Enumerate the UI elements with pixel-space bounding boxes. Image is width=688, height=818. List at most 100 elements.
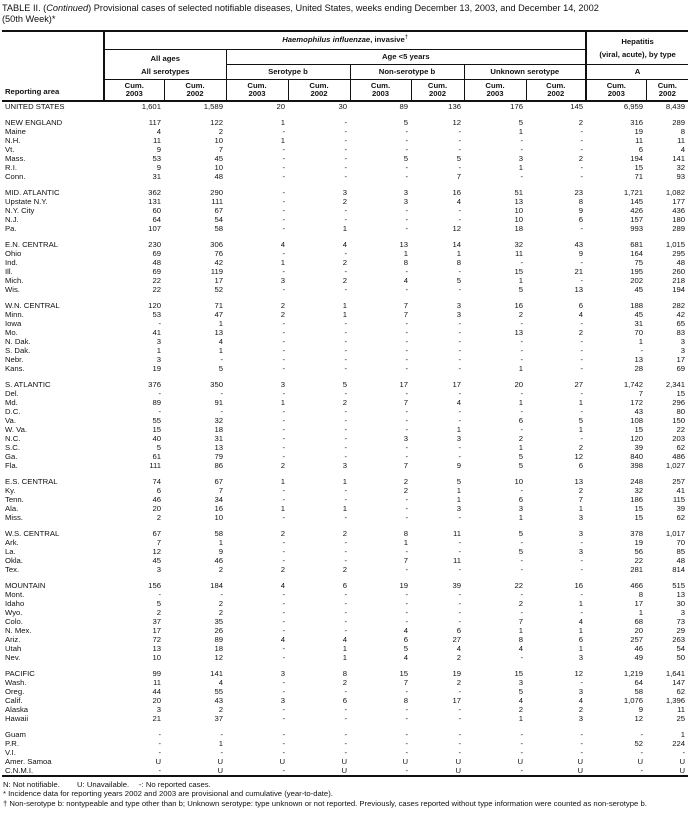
cum-2003-header: Cum. 2003 <box>463 79 526 102</box>
value-cell: 44 <box>152 687 161 696</box>
value-cell: 5 <box>578 416 584 425</box>
value-cell: 8 <box>403 696 408 705</box>
title-text: TABLE II. ( <box>2 3 47 13</box>
value-cell: - <box>580 163 584 172</box>
value-cell: 35 <box>214 617 223 626</box>
value-cell: 111 <box>211 197 223 206</box>
value-cell: - <box>344 346 347 355</box>
value-cell: 1 <box>456 249 461 258</box>
year-label: 2003 <box>125 89 143 98</box>
value-cell: - <box>520 565 523 574</box>
cum-2002-header: Cum. 2002 <box>163 79 226 102</box>
value-cell: 6 <box>456 626 461 635</box>
value-cell: 30 <box>338 102 347 111</box>
value-cell: 7 <box>403 301 408 310</box>
reporting-area-cell: W.N. CENTRAL <box>5 301 60 310</box>
value-cell: 3 <box>403 197 408 206</box>
value-cell: - <box>405 206 408 215</box>
value-cell: 80 <box>676 407 686 416</box>
value-cell: - <box>282 355 285 364</box>
value-cell: 218 <box>672 276 686 285</box>
value-cell: - <box>580 748 584 757</box>
value-cell: U <box>341 766 347 775</box>
value-cell: 18 <box>214 425 223 434</box>
hepatitis-label: Hepatitis <box>621 37 654 46</box>
value-cell: - <box>405 364 408 373</box>
hepatitis-header: Hepatitis (viral, acute), by type <box>586 31 688 65</box>
value-cell: 70 <box>676 538 686 547</box>
value-cell: 22 <box>676 425 686 434</box>
value-cell: U <box>341 757 347 766</box>
value-cell: - <box>405 443 408 452</box>
value-cell: - <box>580 565 584 574</box>
value-cell: 75 <box>634 258 644 267</box>
value-cell: 70 <box>634 328 644 337</box>
value-cell: - <box>344 267 347 276</box>
value-cell: - <box>344 163 347 172</box>
value-cell: 814 <box>672 565 686 574</box>
value-cell: 16 <box>214 504 223 513</box>
value-cell: U <box>679 757 686 766</box>
table-row: Maine 4 2 - - - - 1 - 19 8 <box>2 127 688 136</box>
value-cell: 31 <box>214 434 223 443</box>
value-cell: 69 <box>676 364 686 373</box>
value-cell: U <box>455 766 461 775</box>
value-cell: - <box>458 748 461 757</box>
value-cell: 5 <box>456 477 461 486</box>
reporting-area-cell: S. ATLANTIC <box>5 380 51 389</box>
value-cell: - <box>405 355 408 364</box>
table-row: Kans. 19 5 - - - - 1 - 28 69 <box>2 364 688 373</box>
spacer-cell <box>2 233 688 240</box>
value-cell: - <box>520 766 523 775</box>
group-spacer-row <box>2 294 688 301</box>
value-cell: 15 <box>634 425 644 434</box>
value-cell: 3 <box>403 434 408 443</box>
value-cell: 122 <box>210 118 223 127</box>
value-cell: 54 <box>214 215 223 224</box>
value-cell: - <box>282 678 285 687</box>
value-cell: - <box>220 590 223 599</box>
value-cell: - <box>405 215 408 224</box>
value-cell: 1 <box>403 249 408 258</box>
value-cell: 398 <box>630 461 644 470</box>
value-cell: 15 <box>634 513 644 522</box>
value-cell: - <box>405 416 408 425</box>
value-cell: 2 <box>218 608 223 617</box>
value-cell: 1 <box>578 398 584 407</box>
value-cell: 289 <box>672 224 686 233</box>
value-cell: 13 <box>514 328 523 337</box>
value-cell: 3 <box>280 380 285 389</box>
title-text-rest: ) Provisional cases of selected notifiab… <box>88 3 599 13</box>
value-cell: - <box>458 547 461 556</box>
value-cell: - <box>405 547 408 556</box>
value-cell: 13 <box>152 644 161 653</box>
value-cell: 15 <box>152 425 161 434</box>
reporting-area-cell: UNITED STATES <box>5 102 65 111</box>
table-row: MOUNTAIN 156 184 4 6 19 39 22 16 466 515 <box>2 581 688 590</box>
value-cell: 9 <box>638 705 644 714</box>
reporting-area-cell: Fla. <box>5 461 18 470</box>
value-cell: 62 <box>676 443 686 452</box>
table-row: Del. - - - - - - - - 7 15 <box>2 389 688 398</box>
value-cell: 28 <box>634 364 644 373</box>
year-label: 2003 <box>607 89 625 98</box>
value-cell: - <box>344 407 347 416</box>
value-cell: - <box>344 608 347 617</box>
value-cell: 52 <box>634 739 644 748</box>
value-cell: 248 <box>630 477 644 486</box>
footnote-legend: N: Not notifiable. U: Unavailable. -: No r… <box>3 780 686 789</box>
value-cell: 194 <box>630 154 644 163</box>
value-cell: 2 <box>403 477 408 486</box>
table-row: N.J. 64 54 - - - - 10 6 157 180 <box>2 215 688 224</box>
spacer-cell <box>2 574 688 581</box>
value-cell: 5 <box>403 118 408 127</box>
value-cell: 45 <box>634 310 644 319</box>
reporting-area-cell: W.S. CENTRAL <box>5 529 60 538</box>
value-cell: - <box>282 705 285 714</box>
value-cell: - <box>458 730 461 739</box>
spacer-cell <box>2 662 688 669</box>
value-cell: - <box>344 337 347 346</box>
value-cell: 3 <box>456 504 461 513</box>
value-cell: 6 <box>518 495 523 504</box>
value-cell: - <box>282 328 285 337</box>
